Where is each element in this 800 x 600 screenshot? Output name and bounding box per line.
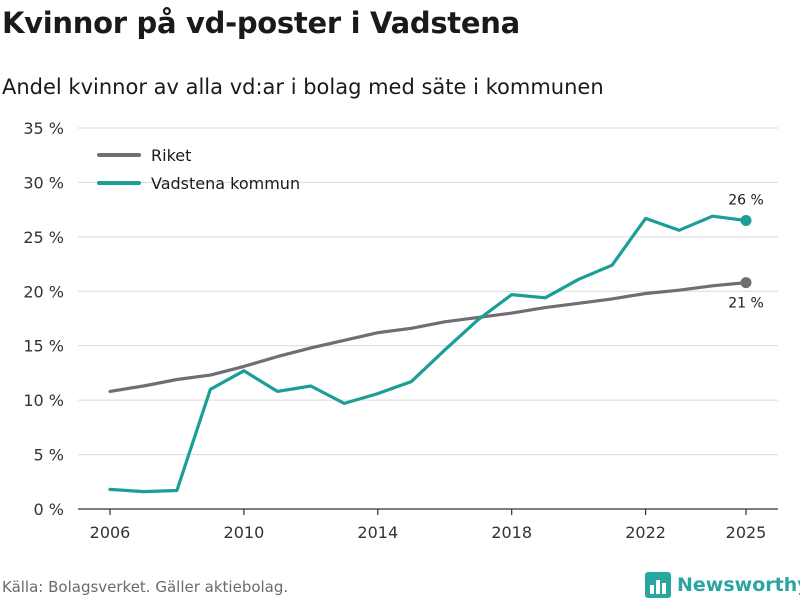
x-tick-label: 2025	[726, 523, 767, 542]
x-tick-label: 2018	[491, 523, 532, 542]
y-tick-label: 20 %	[23, 282, 64, 301]
source-note: Källa: Bolagsverket. Gäller aktiebolag.	[2, 578, 289, 596]
series-end-marker	[740, 277, 752, 289]
y-tick-label: 15 %	[23, 337, 64, 356]
chart-subtitle: Andel kvinnor av alla vd:ar i bolag med …	[2, 75, 604, 99]
legend-label: Riket	[151, 146, 191, 165]
brand-logo: Newsworthy	[645, 570, 800, 600]
data-label: 26 %	[728, 193, 764, 209]
y-tick-label: 0 %	[34, 500, 64, 519]
legend-label: Vadstena kommun	[151, 174, 300, 193]
x-tick-label: 2014	[357, 523, 398, 542]
y-tick-label: 25 %	[23, 228, 64, 247]
data-label: 21 %	[728, 296, 764, 312]
y-tick-label: 10 %	[23, 391, 64, 410]
x-tick-label: 2022	[625, 523, 666, 542]
brand-name: Newsworthy	[677, 574, 800, 596]
x-tick-label: 2010	[224, 523, 265, 542]
x-tick-label: 2006	[90, 523, 131, 542]
series-line	[108, 281, 748, 393]
y-tick-label: 5 %	[34, 446, 64, 465]
y-tick-label: 30 %	[23, 173, 64, 192]
chart-title: Kvinnor på vd-poster i Vadstena	[2, 6, 520, 40]
y-tick-label: 35 %	[23, 119, 64, 138]
series-end-marker	[740, 215, 752, 227]
bar-chart-icon	[645, 572, 671, 598]
series-line	[108, 214, 748, 494]
